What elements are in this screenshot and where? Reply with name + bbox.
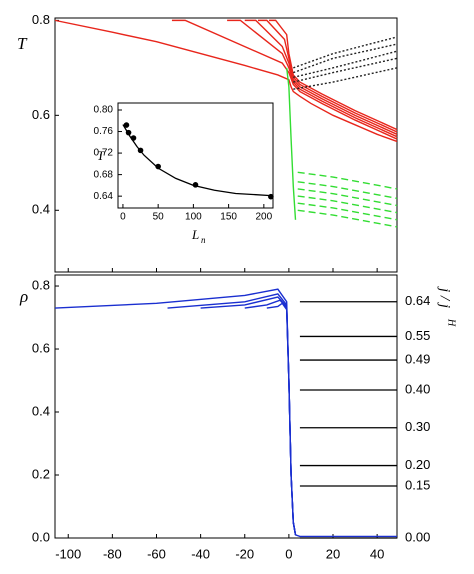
data-point — [268, 193, 274, 200]
data-line — [297, 195, 398, 214]
inset-frame — [117, 102, 274, 209]
y-tick-label: 0.2 — [32, 466, 50, 481]
y-axis-label: T — [17, 34, 28, 53]
inset-x-label-sub: n — [201, 235, 206, 245]
x-tick-label: 200 — [255, 212, 272, 223]
data-point — [130, 135, 137, 141]
data-line — [171, 19, 398, 140]
y-tick-label: 0.8 — [32, 277, 50, 292]
y-tick-label: 0.64 — [94, 191, 114, 202]
level-label: 0.64 — [405, 293, 430, 308]
y-tick-label: 0.76 — [94, 126, 114, 137]
y-tick-label: 0.6 — [32, 340, 50, 355]
x-tick-label: 150 — [220, 212, 237, 223]
data-line — [297, 188, 398, 207]
x-tick-label: -100 — [55, 546, 81, 561]
y2-label-sup: H — [446, 318, 457, 327]
x-tick-label: 50 — [153, 212, 165, 223]
y-tick-label: 0.68 — [94, 169, 114, 180]
data-line — [122, 124, 271, 197]
data-line — [266, 302, 297, 535]
y-tick-label: 0.72 — [94, 148, 114, 159]
data-line — [297, 171, 398, 190]
x-tick-label: -60 — [147, 546, 166, 561]
level-label: 0.30 — [405, 419, 430, 434]
x-tick-label: -20 — [235, 546, 254, 561]
data-line — [293, 57, 398, 83]
x-tick-label: -80 — [103, 546, 122, 561]
y-tick-label: 0.8 — [32, 12, 50, 27]
data-point — [123, 122, 130, 128]
x-tick-label: -40 — [191, 546, 210, 561]
level-label: 0.49 — [405, 351, 430, 366]
data-point — [137, 147, 144, 154]
level-label: 0.20 — [405, 457, 430, 472]
data-line — [297, 181, 398, 200]
data-line — [269, 19, 398, 131]
data-point — [125, 129, 132, 136]
data-point — [155, 163, 161, 170]
inset-x-label: L — [191, 227, 199, 242]
data-line — [54, 19, 398, 143]
level-label: 0.55 — [405, 328, 430, 343]
data-line — [285, 67, 297, 220]
level-label: 0.40 — [405, 381, 430, 396]
data-line — [293, 50, 398, 79]
data-line — [244, 19, 398, 135]
level-label: 0.15 — [405, 477, 430, 492]
y2-axis-label: j / j H — [437, 286, 457, 327]
inset-y-label: T — [97, 148, 105, 163]
y-tick-label: 0.0 — [32, 529, 50, 544]
y-tick-label: 0.80 — [94, 105, 114, 116]
x-tick-label: 0 — [120, 212, 126, 223]
x-tick-label: 40 — [370, 546, 384, 561]
y2-label-text: j / j — [437, 286, 453, 308]
y-tick-label: 0.4 — [32, 403, 50, 418]
data-line — [293, 43, 398, 74]
level-label: 0.00 — [405, 529, 430, 544]
y-tick-label: 0.6 — [32, 107, 50, 122]
data-line — [297, 202, 398, 221]
data-line — [293, 67, 398, 90]
data-line — [297, 209, 398, 228]
x-tick-label: 100 — [185, 212, 202, 223]
x-tick-label: 20 — [326, 546, 340, 561]
y-axis-label: ρ — [19, 287, 28, 306]
data-point — [192, 182, 199, 188]
x-tick-label: 0 — [285, 546, 292, 561]
y-tick-label: 0.4 — [32, 202, 50, 217]
plot-frame — [54, 274, 398, 539]
